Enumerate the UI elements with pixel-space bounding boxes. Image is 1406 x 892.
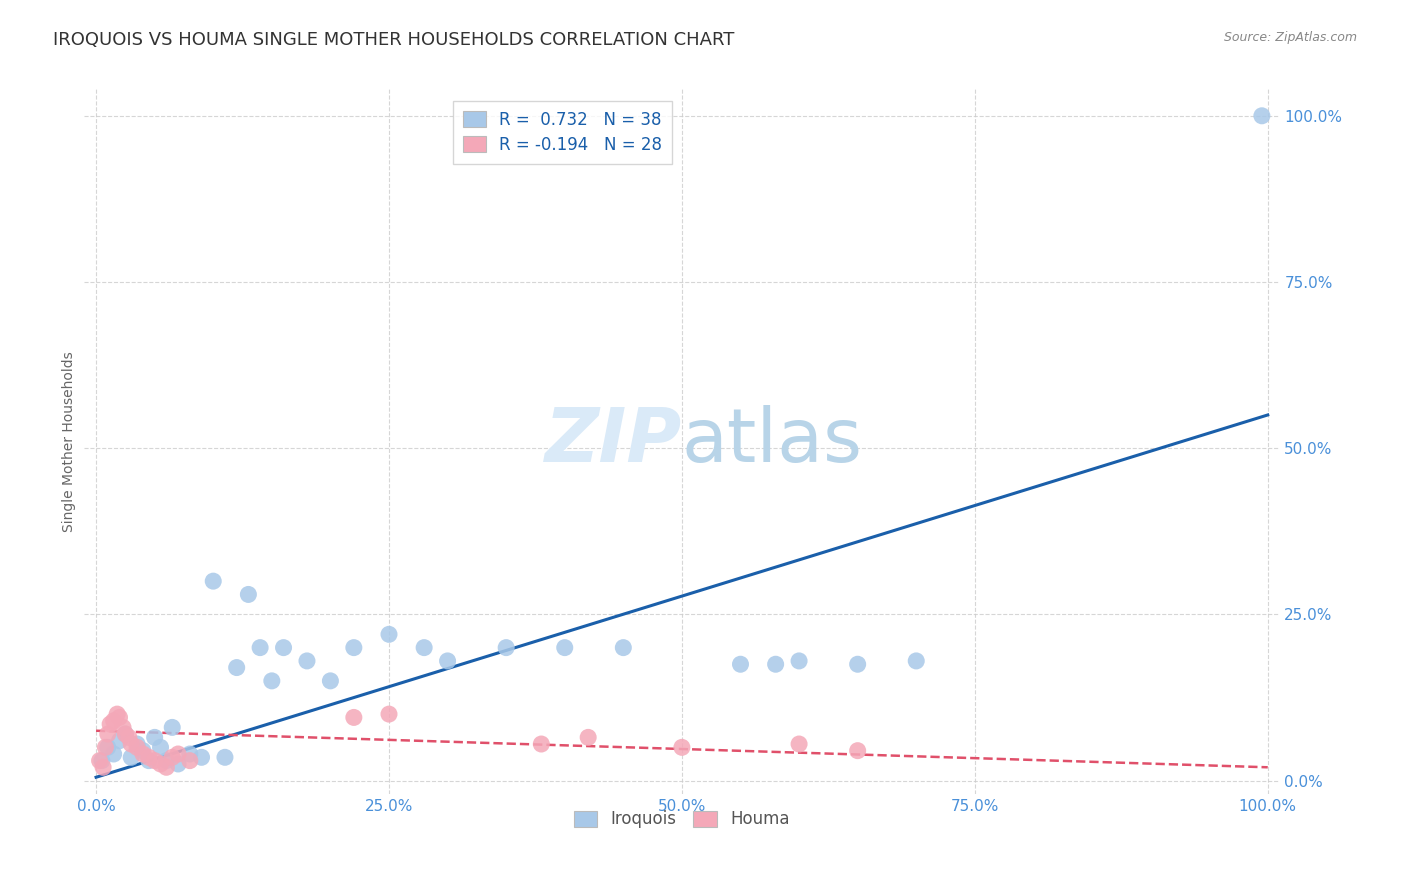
Point — [612, 640, 634, 655]
Point — [155, 754, 177, 768]
Point — [319, 673, 342, 688]
Point — [149, 740, 172, 755]
Point — [225, 660, 247, 674]
Point — [108, 710, 131, 724]
Point — [787, 654, 810, 668]
Point — [98, 717, 121, 731]
Text: IROQUOIS VS HOUMA SINGLE MOTHER HOUSEHOLDS CORRELATION CHART: IROQUOIS VS HOUMA SINGLE MOTHER HOUSEHOL… — [53, 31, 735, 49]
Point — [132, 747, 155, 761]
Point — [190, 750, 212, 764]
Point — [132, 744, 155, 758]
Point — [846, 744, 869, 758]
Point — [343, 640, 366, 655]
Point — [260, 673, 283, 688]
Text: atlas: atlas — [682, 405, 863, 478]
Point — [214, 750, 236, 764]
Point — [554, 640, 576, 655]
Point — [105, 707, 128, 722]
Point — [905, 654, 928, 668]
Point — [343, 710, 366, 724]
Point — [730, 657, 752, 672]
Point — [118, 731, 141, 745]
Point — [765, 657, 787, 672]
Point — [103, 747, 125, 761]
Point — [846, 657, 869, 672]
Point — [97, 740, 120, 755]
Point — [378, 707, 401, 722]
Point — [378, 627, 401, 641]
Point — [91, 760, 114, 774]
Point — [143, 731, 166, 745]
Point — [179, 754, 201, 768]
Point — [112, 720, 135, 734]
Point — [167, 756, 190, 771]
Point — [1251, 109, 1274, 123]
Point — [143, 754, 166, 768]
Point — [530, 737, 553, 751]
Point — [162, 750, 183, 764]
Point — [787, 737, 810, 751]
Point — [90, 754, 114, 768]
Text: ZIP: ZIP — [544, 405, 682, 478]
Point — [103, 714, 125, 728]
Point — [167, 747, 190, 761]
Point — [127, 740, 149, 755]
Legend: Iroquois, Houma: Iroquois, Houma — [568, 804, 796, 835]
Point — [436, 654, 458, 668]
Point — [249, 640, 271, 655]
Point — [576, 731, 599, 745]
Point — [495, 640, 517, 655]
Point — [94, 740, 117, 755]
Point — [202, 574, 225, 589]
Point — [97, 727, 120, 741]
Point — [413, 640, 436, 655]
Y-axis label: Single Mother Households: Single Mother Households — [62, 351, 76, 532]
Point — [671, 740, 693, 755]
Point — [89, 754, 111, 768]
Point — [155, 760, 177, 774]
Point — [120, 750, 142, 764]
Point — [179, 747, 201, 761]
Point — [273, 640, 295, 655]
Point — [138, 754, 160, 768]
Point — [108, 733, 131, 747]
Text: Source: ZipAtlas.com: Source: ZipAtlas.com — [1223, 31, 1357, 45]
Point — [114, 727, 136, 741]
Point — [127, 737, 149, 751]
Point — [138, 750, 160, 764]
Point — [114, 727, 136, 741]
Point — [238, 587, 260, 601]
Point — [295, 654, 318, 668]
Point — [162, 720, 183, 734]
Point — [149, 756, 172, 771]
Point — [120, 737, 142, 751]
